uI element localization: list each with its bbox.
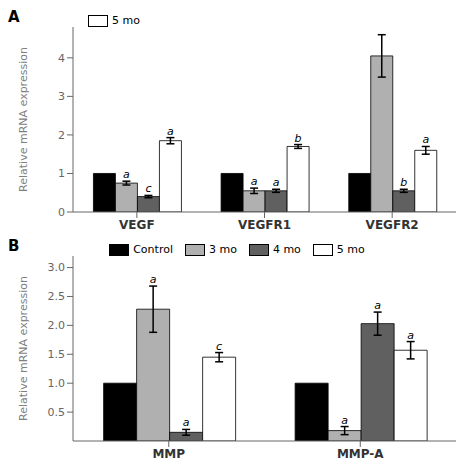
svg-text:MMP: MMP [152,447,185,461]
svg-text:2.5: 2.5 [48,290,66,303]
svg-text:VEGF: VEGF [119,218,155,232]
svg-text:a: a [167,125,174,138]
html-text:3 mo: 3 mo [209,243,237,256]
svg-text:3.0: 3.0 [48,261,66,274]
svg-text:a: a [150,273,157,286]
svg-text:MMP-A: MMP-A [337,447,384,461]
svg-text:Relative mRNA expression: Relative mRNA expression [17,47,30,192]
svg-text:Relative mRNA expression: Relative mRNA expression [17,276,30,421]
svg-text:2.0: 2.0 [48,319,66,332]
svg-text:a: a [183,416,190,429]
svg-text:4: 4 [58,52,65,65]
svg-text:1.0: 1.0 [48,377,66,390]
svg-text:1.5: 1.5 [48,348,66,361]
svg-text:VEGFR2: VEGFR2 [366,218,419,232]
svg-text:a: a [123,168,130,181]
svg-text:a: a [374,299,381,312]
svg-text:a: a [407,329,414,342]
svg-text:3: 3 [58,90,65,103]
svg-text:c: c [216,340,222,353]
svg-text:c: c [145,182,151,195]
svg-text:0: 0 [58,206,65,219]
html-text:A: A [8,8,20,26]
svg-text:0.5: 0.5 [48,406,66,419]
html-text:Control: Control [133,243,173,256]
svg-text:b: b [400,176,407,189]
svg-text:a: a [422,133,429,146]
svg-text:VEGFR1: VEGFR1 [238,218,291,232]
svg-text:1: 1 [58,167,65,180]
svg-text:b: b [295,132,302,145]
html-text:5 mo: 5 mo [336,243,365,256]
html-text:B: B [8,237,20,255]
svg-text:a: a [341,414,348,427]
svg-text:2: 2 [58,129,65,142]
html-text:4 mo: 4 mo [272,243,301,256]
svg-text:a: a [273,176,280,189]
svg-text:a: a [251,175,258,188]
html-text:5 mo: 5 mo [112,14,140,27]
